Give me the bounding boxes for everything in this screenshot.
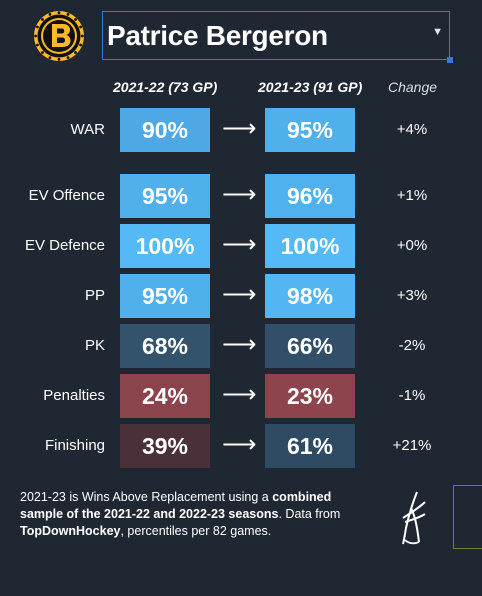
season1-percentile: 39%	[120, 424, 210, 468]
season2-percentile: 23%	[265, 374, 355, 418]
data-source-name: TopDownHockey	[20, 524, 121, 538]
footnote: 2021-23 is Wins Above Replacement using …	[20, 489, 370, 540]
change-value: -2%	[398, 337, 426, 354]
season2-percentile: 96%	[265, 174, 355, 218]
arrow-icon: ⟶	[222, 331, 257, 358]
side-panel-box[interactable]	[453, 485, 482, 549]
season2-percentile: 100%	[265, 224, 355, 268]
row-label: EV Defence	[24, 237, 105, 254]
arrow-icon: ⟶	[222, 281, 257, 308]
change-value: -1%	[398, 387, 426, 404]
column-header-season2: 2021-23 (91 GP)	[258, 79, 363, 95]
player-name: Patrice Bergeron	[107, 19, 328, 51]
caret-down-icon[interactable]: ▼	[432, 26, 443, 38]
column-header-season1: 2021-22 (73 GP)	[113, 79, 218, 95]
season1-percentile: 68%	[120, 324, 210, 368]
season1-percentile: 24%	[120, 374, 210, 418]
column-header-change: Change	[388, 79, 438, 95]
change-value: +3%	[396, 287, 428, 304]
change-value: +4%	[396, 121, 428, 138]
resize-handle[interactable]	[447, 57, 453, 63]
row-label: PK	[84, 337, 105, 354]
footnote-emphasis: combined sample of the 2021-22 and 2022-…	[20, 490, 332, 521]
footnote-text: 2021-23 is Wins Above Replacement using …	[20, 490, 273, 504]
row-label: Finishing	[44, 437, 105, 454]
footnote-text: , percentiles per 82 games.	[120, 524, 272, 538]
jfresh-signature-icon	[397, 488, 431, 548]
season1-percentile: 95%	[120, 174, 210, 218]
bruins-logo-icon	[33, 10, 85, 62]
footnote-text: . Data from	[278, 507, 341, 521]
season1-percentile: 100%	[120, 224, 210, 268]
arrow-icon: ⟶	[222, 115, 257, 142]
change-value: +0%	[396, 237, 428, 254]
player-select[interactable]: Patrice Bergeron ▼	[102, 11, 453, 63]
row-label: Penalties	[43, 387, 105, 404]
arrow-icon: ⟶	[222, 381, 257, 408]
season1-percentile: 90%	[120, 108, 210, 152]
arrow-icon: ⟶	[222, 231, 257, 258]
row-label: PP	[84, 287, 105, 304]
season1-percentile: 95%	[120, 274, 210, 318]
arrow-icon: ⟶	[222, 181, 257, 208]
season2-percentile: 66%	[265, 324, 355, 368]
row-label: WAR	[70, 121, 105, 138]
season2-percentile: 98%	[265, 274, 355, 318]
row-label: EV Offence	[28, 187, 105, 204]
season2-percentile: 61%	[265, 424, 355, 468]
season2-percentile: 95%	[265, 108, 355, 152]
change-value: +21%	[392, 437, 432, 454]
change-value: +1%	[396, 187, 428, 204]
arrow-icon: ⟶	[222, 431, 257, 458]
